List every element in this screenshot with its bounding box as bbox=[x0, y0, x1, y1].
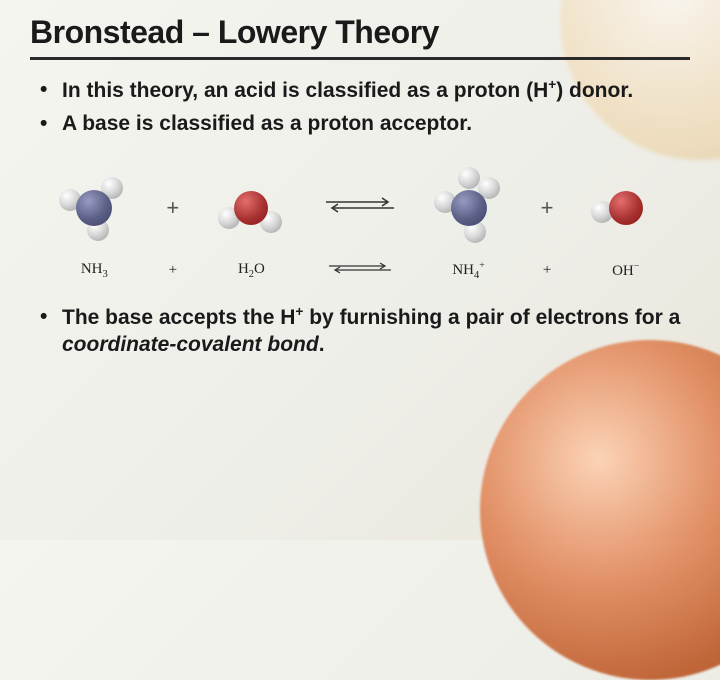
label-equilibrium-arrow bbox=[315, 261, 405, 280]
plus-symbol: + bbox=[532, 195, 562, 221]
molecule-NH4+ bbox=[424, 168, 514, 248]
molecule-OH- bbox=[581, 168, 671, 248]
hydrogen-atom bbox=[458, 167, 480, 189]
label-oh: OH− bbox=[581, 261, 671, 280]
bullet-acid-definition: In this theory, an acid is classified as… bbox=[40, 76, 690, 104]
label-nh3: NH3 bbox=[49, 261, 139, 280]
bullet-base-definition: A base is classified as a proton accepto… bbox=[40, 110, 690, 137]
label-plus: + bbox=[158, 262, 188, 279]
molecule-NH3 bbox=[49, 168, 139, 248]
nitrogen-atom bbox=[451, 190, 487, 226]
nitrogen-atom bbox=[76, 190, 112, 226]
oxygen-atom bbox=[234, 191, 268, 225]
plus-symbol: + bbox=[158, 195, 188, 221]
background-orb-bottom bbox=[480, 340, 720, 680]
molecule-row: ++ bbox=[30, 168, 690, 248]
top-bullets: In this theory, an acid is classified as… bbox=[40, 76, 690, 138]
label-nh4: NH4+ bbox=[424, 260, 514, 281]
slide-content: Bronstead – Lowery Theory In this theory… bbox=[0, 0, 720, 378]
label-h2o: H2O bbox=[206, 261, 296, 280]
oxygen-atom bbox=[609, 191, 643, 225]
reaction-diagram: ++ NH3+H2ONH4++OH− bbox=[30, 168, 690, 281]
bullet-coordinate-covalent: The base accepts the H+ by furnishing a … bbox=[40, 303, 690, 359]
bottom-bullets: The base accepts the H+ by furnishing a … bbox=[40, 303, 690, 359]
label-plus-2: + bbox=[532, 262, 562, 279]
equilibrium-arrow bbox=[315, 194, 405, 221]
formula-label-row: NH3 + H2O NH4+ + OH− bbox=[30, 260, 690, 281]
slide-title: Bronstead – Lowery Theory bbox=[30, 14, 690, 60]
molecule-H2O bbox=[206, 168, 296, 248]
